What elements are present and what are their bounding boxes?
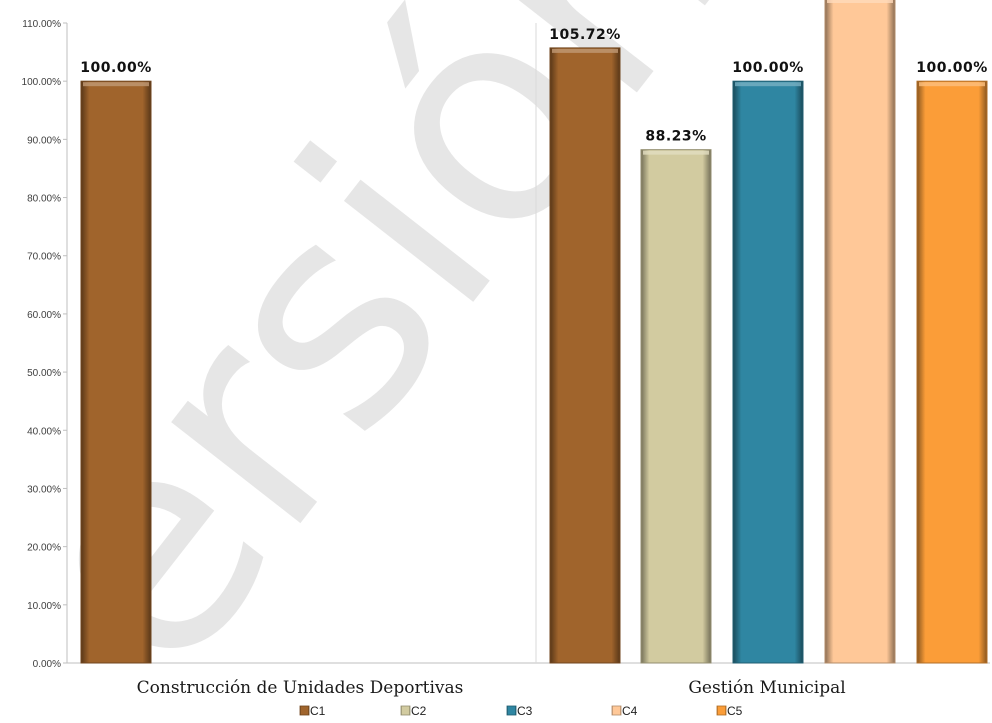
data-label: 100.00% (732, 60, 804, 76)
bar-c5 (916, 80, 988, 664)
legend: C1 C2 C3 C4 C5 (299, 704, 743, 718)
y-tick-label: 40.00% (27, 426, 61, 437)
y-tick-label: 30.00% (27, 484, 61, 495)
legend-swatch-c1 (299, 705, 310, 716)
bar-top-highlight (919, 82, 985, 87)
y-tick-label: 50.00% (27, 368, 61, 379)
bars (80, 0, 988, 664)
bar-c1 (80, 80, 152, 664)
y-tick-label: 110.00% (22, 19, 61, 30)
y-tick-label: 0.00% (33, 659, 61, 670)
y-tick-label: 10.00% (27, 601, 61, 612)
legend-swatch-c3 (506, 705, 517, 716)
legend-swatch-c4 (611, 705, 622, 716)
x-category-label: Construcción de Unidades Deportivas (137, 678, 464, 698)
legend-swatch-c5 (716, 705, 727, 716)
data-label: 88.23% (645, 129, 706, 145)
bar-top-highlight (83, 82, 149, 87)
bar-top-highlight (552, 48, 618, 53)
bar-c2 (640, 149, 712, 664)
y-tick-label: 20.00% (27, 543, 61, 554)
data-label: 105.72% (549, 27, 621, 43)
y-tick-label: 100.00% (22, 77, 62, 88)
y-tick-label: 80.00% (27, 194, 61, 205)
data-label: 100.00% (80, 60, 152, 76)
data-labels: 100.00%105.72%88.23%100.00%114.30%100.00… (80, 27, 988, 145)
bar-top-highlight (827, 0, 893, 3)
legend-label: C3 (517, 704, 533, 718)
legend-label: C1 (310, 704, 326, 718)
bar-c4 (824, 0, 896, 664)
axes: 0.00% 10.00% 20.00% 30.00% 40.00% 50.00% 60.00… (22, 19, 990, 698)
bar-top-highlight (735, 82, 801, 87)
y-tick-label: 70.00% (27, 252, 61, 263)
legend-label: C4 (622, 704, 638, 718)
data-label: 100.00% (916, 60, 988, 76)
legend-label: C5 (727, 704, 743, 718)
legend-swatch-c2 (400, 705, 411, 716)
y-tick-label: 60.00% (27, 310, 61, 321)
bar-c3 (732, 80, 804, 664)
bar-c1 (549, 47, 621, 664)
y-tick-label: 90.00% (27, 135, 61, 146)
legend-label: C2 (411, 704, 427, 718)
x-category-label: Gestión Municipal (688, 678, 845, 698)
bar-top-highlight (643, 150, 709, 155)
